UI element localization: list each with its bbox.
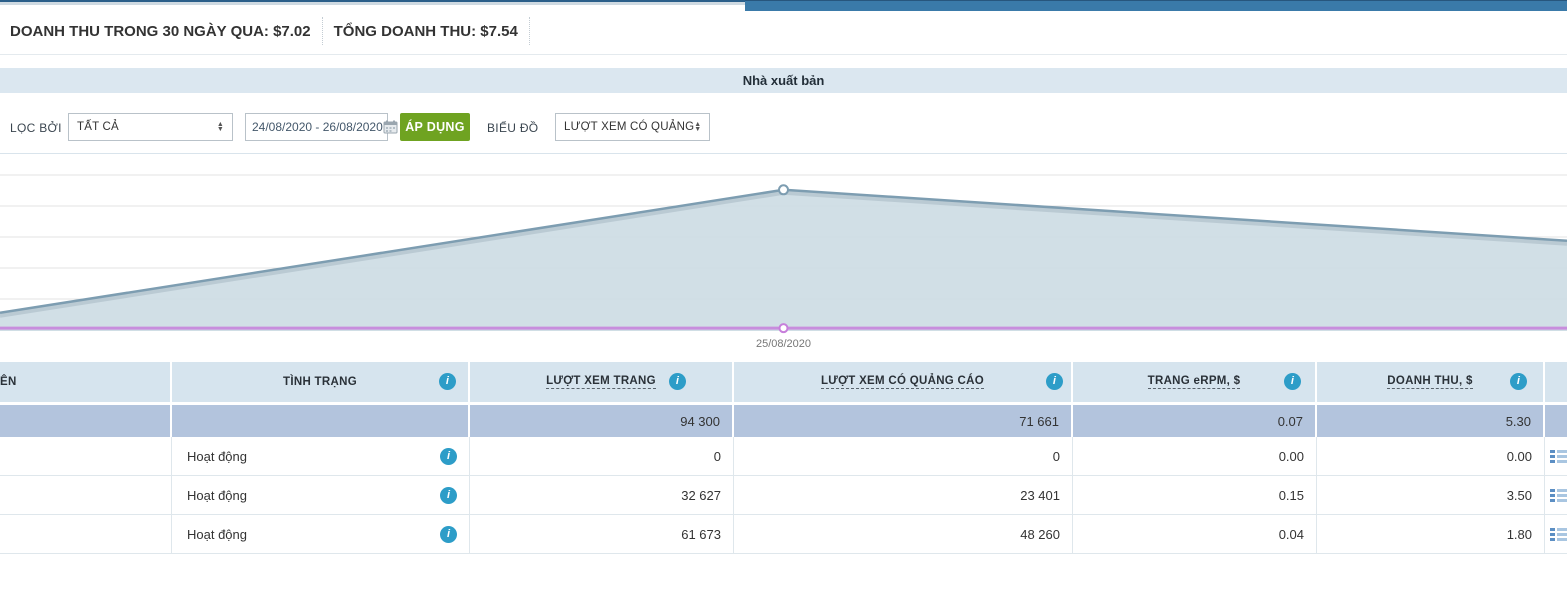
- ad-views-cell: 0: [734, 437, 1073, 475]
- chart-metric-value: LƯỢT XEM CÓ QUẢNG: [564, 121, 695, 133]
- erpm-cell: 0.15: [1073, 476, 1317, 514]
- info-icon[interactable]: i: [1284, 373, 1301, 390]
- select-stepper-icon: ▲ ▼: [216, 121, 224, 133]
- x-axis-label: 25/08/2020: [756, 338, 811, 350]
- apply-button[interactable]: ÁP DỤNG: [400, 113, 470, 141]
- info-icon[interactable]: i: [439, 373, 456, 390]
- totals-status: [172, 405, 470, 437]
- traffic-chart: 25/08/2020: [0, 154, 1567, 356]
- site-name-cell: [0, 515, 172, 553]
- calendar-icon: [383, 120, 398, 134]
- status-cell: Hoạt động i: [172, 515, 470, 553]
- site-name-cell: [0, 476, 172, 514]
- column-header-page-views: LƯỢT XEM TRANG i: [470, 362, 734, 402]
- table-gap: [0, 402, 1567, 405]
- totals-revenue: 5.30: [1317, 405, 1545, 437]
- divider: [321, 17, 323, 45]
- page-views-cell: 32 627: [470, 476, 734, 514]
- table-row: Hoạt động i 0 0 0.00 0.00: [0, 437, 1567, 476]
- column-header-name[interactable]: ÊN: [0, 362, 172, 402]
- area-chart-svg: 25/08/2020: [0, 174, 1567, 350]
- info-icon[interactable]: i: [1046, 373, 1063, 390]
- actions-cell: [1545, 437, 1567, 475]
- sort-erpm[interactable]: TRANG eRPM, $: [1147, 375, 1241, 389]
- top-border-line: [0, 0, 745, 2]
- revenue-30d: DOANH THU TRONG 30 NGÀY QUA: $7.02: [10, 22, 311, 40]
- status-cell: Hoạt động i: [172, 476, 470, 514]
- select-stepper-icon: ▲ ▼: [694, 121, 702, 133]
- page-views-cell: 0: [470, 437, 734, 475]
- chart-metric-select[interactable]: LƯỢT XEM CÓ QUẢNG ▲ ▼: [555, 113, 710, 141]
- filter-toolbar: LỌC BỞI TẤT CẢ ▲ ▼ 24/08/2020 - 26/08/202…: [0, 93, 1567, 154]
- top-progress-bar: [745, 0, 1567, 11]
- status-badge: Hoạt động: [187, 487, 247, 503]
- top-border-line-light: [0, 2, 745, 5]
- details-table-icon[interactable]: [1550, 488, 1567, 502]
- totals-erpm: 0.07: [1073, 405, 1317, 437]
- ad-views-cell: 23 401: [734, 476, 1073, 514]
- filter-by-label: LỌC BỞI: [10, 121, 62, 135]
- details-table-icon[interactable]: [1550, 449, 1567, 463]
- revenue-cell: 3.50: [1317, 476, 1545, 514]
- column-header-status: TÌNH TRẠNG i: [172, 362, 470, 402]
- status-cell: Hoạt động i: [172, 437, 470, 475]
- totals-page-views: 94 300: [470, 405, 734, 437]
- table-body: Hoạt động i 0 0 0.00 0.00 Hoạt động i 32…: [0, 437, 1567, 554]
- revenue-cell: 1.80: [1317, 515, 1545, 553]
- column-header-erpm: TRANG eRPM, $ i: [1073, 362, 1317, 402]
- totals-actions: [1545, 405, 1567, 437]
- totals-ad-views: 71 661: [734, 405, 1073, 437]
- info-icon[interactable]: i: [440, 448, 457, 465]
- date-range-input[interactable]: 24/08/2020 - 26/08/2020: [245, 113, 398, 141]
- date-range-value: 24/08/2020 - 26/08/2020: [252, 120, 383, 134]
- ad-views-cell: 48 260: [734, 515, 1073, 553]
- page-title: Nhà xuất bản: [0, 68, 1567, 93]
- actions-cell: [1545, 476, 1567, 514]
- sort-revenue[interactable]: DOANH THU, $: [1387, 375, 1473, 389]
- totals-row: 94 300 71 661 0.07 5.30: [0, 405, 1567, 437]
- status-badge: Hoạt động: [187, 526, 247, 542]
- table-header-row: ÊN TÌNH TRẠNG i LƯỢT XEM TRANG i LƯỢT XE…: [0, 362, 1567, 402]
- filter-select-value: TẤT CẢ: [77, 121, 119, 133]
- info-icon[interactable]: i: [440, 487, 457, 504]
- column-header-actions: [1545, 362, 1567, 402]
- status-badge: Hoạt động: [187, 448, 247, 464]
- total-revenue: TỔNG DOANH THU: $7.54: [333, 22, 518, 40]
- actions-cell: [1545, 515, 1567, 553]
- divider: [528, 17, 530, 45]
- details-table-icon[interactable]: [1550, 527, 1567, 541]
- revenue-cell: 0.00: [1317, 437, 1545, 475]
- info-icon[interactable]: i: [669, 373, 686, 390]
- chart-label: BIỂU ĐỒ: [487, 121, 539, 135]
- column-header-revenue: DOANH THU, $ i: [1317, 362, 1545, 402]
- sort-ad-views[interactable]: LƯỢT XEM CÓ QUẢNG CÁO: [820, 375, 984, 389]
- page-views-cell: 61 673: [470, 515, 734, 553]
- table-row: Hoạt động i 32 627 23 401 0.15 3.50: [0, 476, 1567, 515]
- column-header-ad-views: LƯỢT XEM CÓ QUẢNG CÁO i: [734, 362, 1073, 402]
- site-name-cell: [0, 437, 172, 475]
- table-row: Hoạt động i 61 673 48 260 0.04 1.80: [0, 515, 1567, 554]
- totals-name: [0, 405, 172, 437]
- info-icon[interactable]: i: [1510, 373, 1527, 390]
- filter-select[interactable]: TẤT CẢ ▲ ▼: [68, 113, 233, 141]
- erpm-cell: 0.04: [1073, 515, 1317, 553]
- info-icon[interactable]: i: [440, 526, 457, 543]
- sort-page-views[interactable]: LƯỢT XEM TRANG: [546, 375, 656, 389]
- erpm-cell: 0.00: [1073, 437, 1317, 475]
- publisher-table: ÊN TÌNH TRẠNG i LƯỢT XEM TRANG i LƯỢT XE…: [0, 362, 1567, 554]
